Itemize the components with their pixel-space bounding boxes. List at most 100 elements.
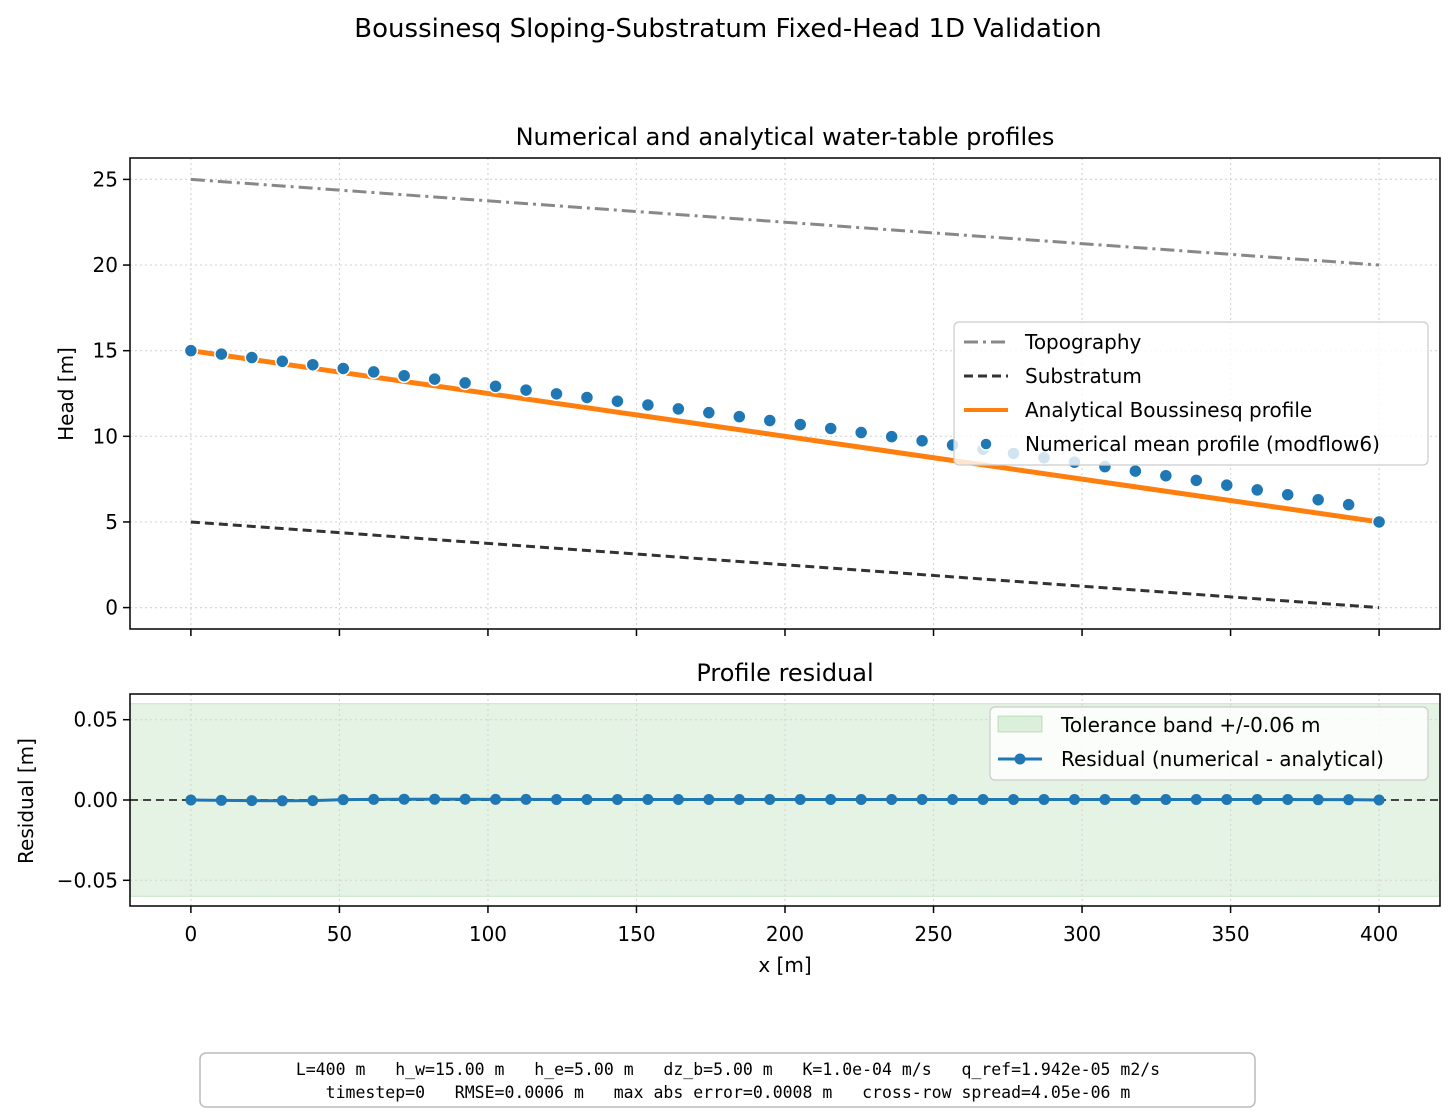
legend-residual-label: Residual (numerical - analytical) [1061, 747, 1384, 771]
residual-point [398, 793, 410, 805]
residual-panel: 0 50 100 150 200 250 300 350 400 −0.05 0.00 0.05 Pr… [14, 659, 1441, 977]
bottom-y-tick-label: 0.00 [73, 788, 118, 812]
residual-point [459, 793, 471, 805]
bottom-x-axis-label: x [m] [758, 953, 811, 977]
bottom-legend: Tolerance band +/-0.06 m Residual (numer… [989, 706, 1429, 781]
numerical-profile-point [244, 350, 260, 365]
top-legend-box [953, 321, 1429, 466]
bottom-panel-title: Profile residual [696, 659, 873, 687]
top-panel-title: Numerical and analytical water-table pro… [516, 123, 1055, 151]
residual-point [1099, 794, 1111, 806]
residual-point [276, 795, 288, 807]
numerical-profile-point [366, 364, 381, 380]
top-y-axis-label: Head [m] [54, 347, 78, 441]
top-y-tick-label: 15 [93, 339, 118, 363]
bottom-ticks: 0 50 100 150 200 250 300 350 400 −0.05 0.00 0.05 [57, 708, 1398, 946]
numerical-profile-point [579, 390, 595, 405]
residual-point [490, 793, 502, 805]
bottom-x-tick-label: 0 [185, 922, 198, 946]
numerical-profile-point [671, 401, 686, 417]
numerical-profile-point [610, 393, 625, 409]
residual-point [307, 795, 319, 807]
bottom-x-tick-label: 400 [1360, 922, 1398, 946]
numerical-profile-point [914, 433, 930, 449]
residual-point [916, 794, 928, 806]
numerical-profile-point [823, 421, 838, 436]
residual-point [794, 794, 806, 806]
numerical-profile-point [183, 343, 199, 358]
residual-point [733, 794, 745, 806]
numerical-profile-point [1219, 477, 1235, 493]
residual-point [764, 794, 776, 806]
numerical-profile-point [701, 405, 717, 420]
residual-point [1373, 794, 1385, 806]
top-y-tick-label: 5 [105, 510, 118, 534]
bottom-x-tick-label: 350 [1211, 922, 1249, 946]
numerical-profile-point [1158, 468, 1174, 483]
numerical-profile-point [1249, 482, 1265, 498]
numerical-profile-point [1341, 497, 1356, 512]
topography-line [190, 177, 1380, 267]
bottom-x-tick-label: 100 [469, 922, 507, 946]
numerical-profile-point [1189, 473, 1204, 488]
bottom-y-tick-label: −0.05 [57, 868, 118, 892]
residual-point [185, 794, 197, 806]
bottom-x-tick-label: 150 [617, 922, 655, 946]
residual-point [581, 794, 593, 806]
residual-point [215, 794, 227, 806]
residual-line [190, 797, 1380, 803]
numerical-profile-point [1128, 463, 1143, 479]
residual-point [551, 794, 563, 806]
bottom-x-tick-label: 300 [1063, 922, 1101, 946]
numerical-profile-point [396, 368, 412, 383]
residual-point [246, 795, 258, 807]
numerical-profile-point [518, 382, 534, 398]
residual-point [672, 794, 684, 806]
residual-point [520, 793, 532, 805]
residual-point [1038, 794, 1050, 806]
top-ticks: 0 5 10 15 20 25 [93, 167, 1380, 636]
bottom-x-tick-label: 250 [914, 922, 952, 946]
analytical-profile-line [190, 348, 1380, 525]
residual-point [1068, 794, 1080, 806]
numerical-profile-point [640, 397, 656, 413]
residual-point [1251, 794, 1263, 806]
numerical-profile-point [1280, 487, 1295, 502]
residual-point [1312, 794, 1324, 806]
residual-point [703, 794, 715, 806]
numerical-profile-point [335, 361, 351, 376]
numerical-profile-point [792, 417, 808, 432]
legend-substratum-label: Substratum [1025, 364, 1142, 388]
top-y-tick-label: 20 [93, 253, 118, 277]
numerical-profile-point [427, 371, 442, 387]
legend-numerical-label: Numerical mean profile (modflow6) [1025, 432, 1380, 456]
numerical-profile-point [214, 346, 229, 362]
legend-tolerance-label: Tolerance band +/-0.06 m [1060, 713, 1321, 737]
bottom-y-tick-label: 0.05 [73, 708, 118, 732]
residual-point [977, 794, 989, 806]
top-legend: Topography Substratum Analytical Boussin… [953, 321, 1429, 466]
numerical-profile-point [732, 409, 747, 424]
legend-tolerance-swatch [997, 715, 1043, 733]
bottom-y-axis-label: Residual [m] [14, 738, 38, 864]
head-profile-panel: 0 5 10 15 20 25 Numerical and analytical wate… [54, 123, 1441, 636]
figure-suptitle: Boussinesq Sloping-Substratum Fixed-Head… [354, 14, 1101, 44]
residual-point [1160, 794, 1172, 806]
residual-point [1221, 794, 1233, 806]
bottom-x-tick-label: 200 [766, 922, 804, 946]
numerical-profile-point [1310, 492, 1326, 507]
residual-point [1190, 794, 1202, 806]
bottom-legend-box [989, 706, 1429, 781]
info-box-line-2: timestep=0 RMSE=0.0006 m max abs error=0… [326, 1083, 1131, 1102]
top-y-tick-label: 25 [93, 167, 118, 191]
bottom-series [130, 793, 1440, 807]
residual-point [368, 793, 380, 805]
numerical-profile-point [853, 425, 869, 440]
residual-point [337, 794, 349, 806]
top-y-tick-label: 10 [93, 424, 118, 448]
bottom-x-tick-label: 50 [327, 922, 352, 946]
residual-point [642, 794, 654, 806]
residual-point [429, 793, 441, 805]
numerical-profile-point [1371, 514, 1387, 530]
